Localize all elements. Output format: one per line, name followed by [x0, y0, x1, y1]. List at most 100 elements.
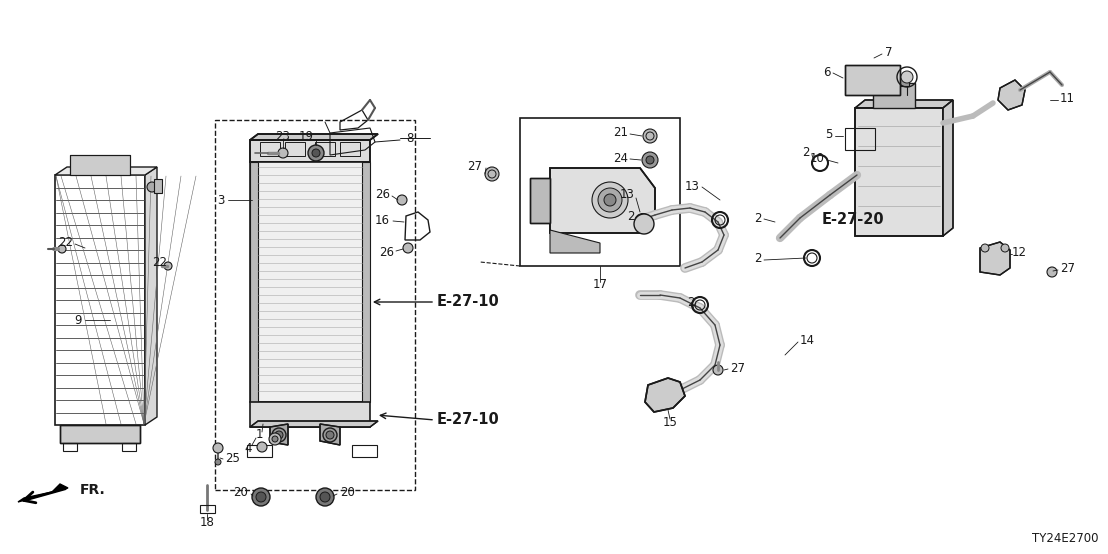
Polygon shape	[998, 80, 1025, 110]
Polygon shape	[550, 230, 601, 253]
Text: 20: 20	[340, 486, 355, 500]
Bar	[855, 108, 943, 236]
Circle shape	[485, 167, 499, 181]
Circle shape	[213, 443, 223, 453]
Bar	[250, 140, 370, 162]
Text: 8: 8	[406, 131, 413, 145]
Circle shape	[642, 152, 658, 168]
Circle shape	[147, 182, 157, 192]
Bar	[315, 142, 335, 156]
Text: 16: 16	[375, 213, 390, 227]
Text: 11: 11	[1060, 91, 1075, 105]
Bar	[63, 443, 76, 451]
Circle shape	[1001, 244, 1009, 252]
Text: E-27-20: E-27-20	[822, 213, 884, 228]
Circle shape	[320, 492, 330, 502]
Circle shape	[714, 365, 724, 375]
Bar	[70, 155, 130, 175]
Polygon shape	[979, 242, 1010, 275]
Circle shape	[312, 149, 320, 157]
Bar	[55, 175, 145, 425]
Polygon shape	[250, 134, 378, 140]
Polygon shape	[320, 424, 340, 445]
Bar	[845, 128, 875, 150]
Bar	[878, 76, 909, 86]
Bar	[855, 108, 943, 236]
Text: 14: 14	[800, 334, 815, 346]
Polygon shape	[145, 167, 157, 425]
Circle shape	[326, 431, 334, 439]
Polygon shape	[530, 178, 550, 223]
Text: E-27-10: E-27-10	[437, 413, 500, 428]
Circle shape	[901, 71, 913, 83]
Text: 10: 10	[810, 151, 825, 165]
Bar	[250, 162, 258, 402]
Bar	[260, 142, 280, 156]
Text: 9: 9	[74, 314, 82, 326]
Bar	[845, 65, 900, 95]
Text: 1: 1	[255, 428, 263, 442]
Bar	[70, 155, 130, 175]
Circle shape	[643, 129, 657, 143]
Text: 22: 22	[58, 235, 73, 249]
Circle shape	[215, 459, 220, 465]
Text: 22: 22	[152, 257, 167, 269]
Circle shape	[592, 182, 628, 218]
Polygon shape	[55, 167, 157, 175]
Circle shape	[271, 436, 278, 442]
Bar	[201, 505, 215, 513]
Bar	[845, 65, 900, 95]
Circle shape	[981, 244, 989, 252]
Text: 21: 21	[613, 126, 628, 140]
Text: 20: 20	[233, 486, 248, 500]
Text: 6: 6	[823, 66, 831, 80]
Polygon shape	[645, 378, 685, 412]
Bar	[340, 142, 360, 156]
Circle shape	[164, 262, 172, 270]
Circle shape	[598, 188, 622, 212]
Circle shape	[397, 195, 407, 205]
Polygon shape	[250, 421, 378, 427]
Text: 26: 26	[379, 245, 394, 259]
Circle shape	[1047, 267, 1057, 277]
Text: 18: 18	[199, 516, 215, 530]
Circle shape	[316, 488, 334, 506]
Text: 27: 27	[730, 362, 745, 375]
Circle shape	[646, 156, 654, 164]
Text: 2: 2	[627, 211, 635, 223]
Text: 15: 15	[663, 416, 677, 428]
Text: FR.: FR.	[80, 483, 105, 497]
Polygon shape	[943, 100, 953, 236]
Bar	[362, 162, 370, 402]
Circle shape	[634, 214, 654, 234]
Polygon shape	[550, 168, 655, 233]
Polygon shape	[250, 140, 370, 162]
Text: 19: 19	[299, 131, 314, 143]
Text: 7: 7	[885, 45, 893, 59]
Circle shape	[604, 194, 616, 206]
Text: 5: 5	[825, 129, 833, 141]
Bar	[122, 443, 136, 451]
Text: 2: 2	[755, 253, 762, 265]
Text: 3: 3	[217, 193, 225, 207]
Circle shape	[269, 433, 281, 445]
Text: 27: 27	[1060, 261, 1075, 274]
Circle shape	[252, 488, 270, 506]
Bar	[60, 425, 140, 443]
Circle shape	[58, 245, 66, 253]
Text: 2: 2	[755, 212, 762, 224]
Circle shape	[257, 442, 267, 452]
Text: 13: 13	[620, 188, 635, 202]
Circle shape	[403, 243, 413, 253]
Text: 2: 2	[687, 295, 695, 309]
Bar	[215, 120, 416, 490]
Circle shape	[275, 431, 283, 439]
Circle shape	[324, 428, 337, 442]
Bar	[352, 445, 377, 457]
Bar	[250, 162, 370, 402]
Bar	[250, 402, 370, 427]
Text: TY24E2700: TY24E2700	[1032, 531, 1098, 545]
Bar	[60, 425, 140, 443]
Text: 12: 12	[1012, 245, 1027, 259]
Bar	[154, 179, 162, 193]
